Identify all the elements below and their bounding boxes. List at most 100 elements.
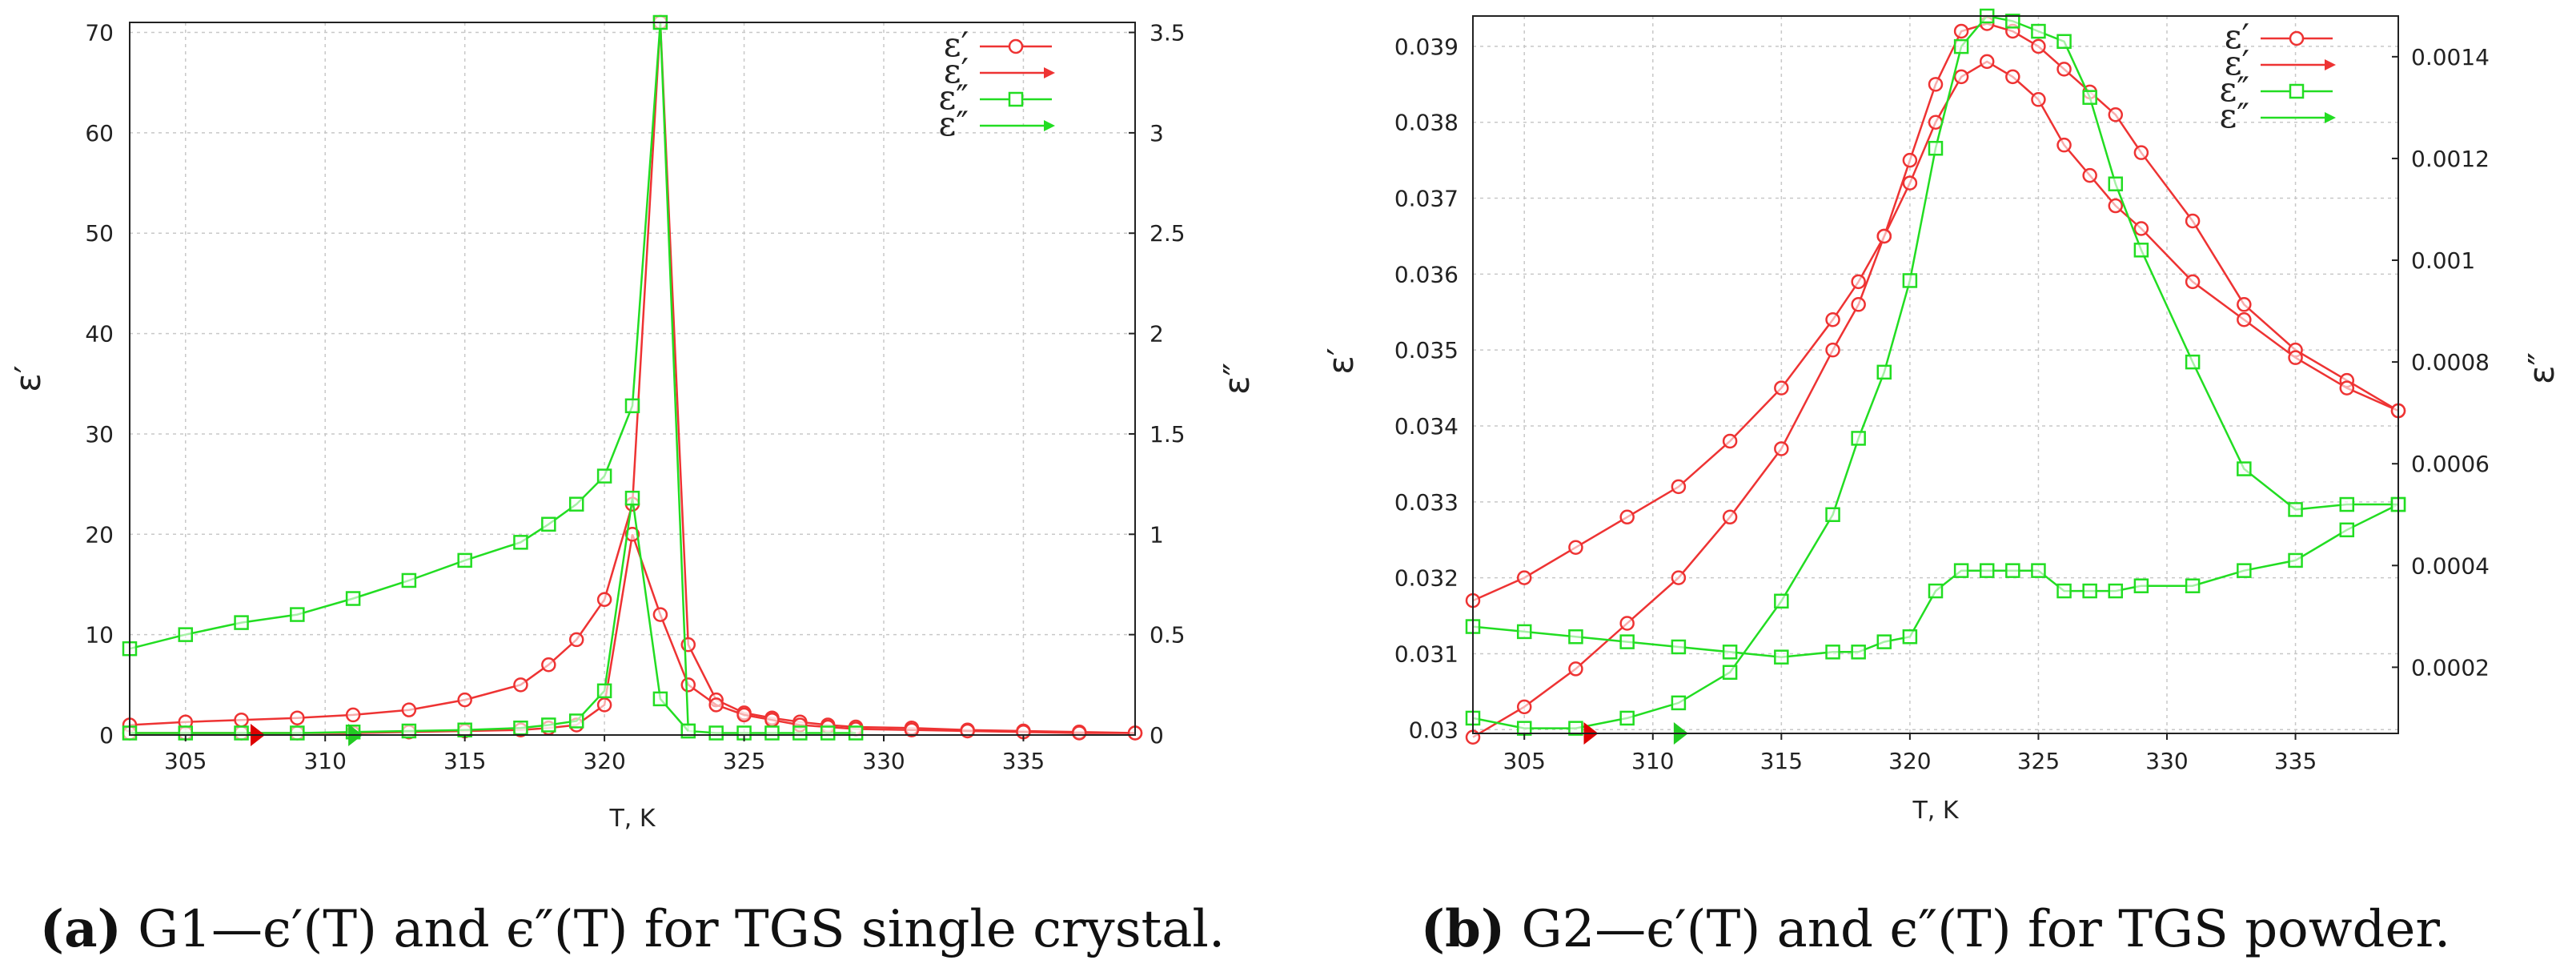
data-point xyxy=(2082,167,2097,183)
data-point xyxy=(2237,461,2252,476)
x-tick-label: 310 xyxy=(303,748,346,774)
x-tick-label: 335 xyxy=(1002,748,1045,774)
data-point xyxy=(178,627,194,642)
data-point xyxy=(2288,502,2303,517)
data-point xyxy=(1619,616,1635,631)
data-point xyxy=(568,496,584,512)
data-point xyxy=(596,683,612,699)
data-point xyxy=(1619,710,1635,726)
legend-marker xyxy=(2325,59,2336,70)
data-point xyxy=(2031,563,2046,578)
legend-label: ε″ xyxy=(2220,96,2249,135)
y-tick-label-right: 3 xyxy=(1150,120,1164,147)
y-tick-label-right: 1 xyxy=(1150,521,1164,548)
data-point xyxy=(2185,578,2201,593)
data-point xyxy=(1825,507,1840,523)
data-point xyxy=(708,697,724,713)
data-point xyxy=(596,468,612,484)
data-point xyxy=(2339,380,2355,396)
data-point xyxy=(1825,645,1840,660)
y-tick-label-left: 0 xyxy=(99,722,114,749)
data-point xyxy=(1568,540,1583,555)
y-tick-label-left: 20 xyxy=(85,521,114,548)
data-point xyxy=(764,712,780,728)
data-point xyxy=(1774,593,1789,609)
data-point xyxy=(1671,479,1687,495)
x-tick-label: 325 xyxy=(723,748,765,774)
legend: ε′ε′ε″ε″ xyxy=(2220,17,2336,135)
data-point xyxy=(652,607,668,622)
data-point xyxy=(2031,92,2046,107)
y-axis-label-left: ε′ xyxy=(8,365,49,392)
y-tick-label-right: 0 xyxy=(1150,722,1164,749)
data-point xyxy=(2108,176,2124,191)
y-tick-label-left: 0.035 xyxy=(1394,337,1459,363)
x-tick-label: 325 xyxy=(2017,748,2060,774)
legend: ε′ε′ε″ε″ xyxy=(939,25,1055,143)
data-point xyxy=(234,712,249,728)
data-point xyxy=(596,697,612,713)
y-tick-label-right: 1.5 xyxy=(1150,421,1186,448)
y-tick-label-left: 0.033 xyxy=(1394,489,1459,516)
x-tick-label: 330 xyxy=(2145,748,2188,774)
data-point xyxy=(1568,629,1583,645)
x-tick-label: 305 xyxy=(164,748,207,774)
legend-label: ε′ xyxy=(944,25,969,64)
data-point xyxy=(1851,274,1866,290)
legend-label: ε′ xyxy=(2225,43,2249,82)
data-point xyxy=(401,702,417,717)
x-tick-label: 315 xyxy=(443,748,486,774)
data-point xyxy=(513,720,528,736)
plot-frame xyxy=(1472,15,2399,734)
data-point xyxy=(1516,624,1532,640)
y-tick-label-left: 0.037 xyxy=(1394,186,1459,212)
data-point xyxy=(457,692,472,708)
data-point xyxy=(1671,695,1687,711)
data-point xyxy=(2185,213,2201,229)
legend-label: ε′ xyxy=(2225,17,2249,56)
x-axis-label: T, K xyxy=(1912,797,1959,825)
y-tick-label-right: 0.0008 xyxy=(2411,349,2490,376)
data-point xyxy=(234,725,249,741)
data-point xyxy=(624,490,640,506)
x-tick-label: 335 xyxy=(2274,748,2317,774)
y-tick-label-left: 0.034 xyxy=(1394,413,1459,440)
data-point xyxy=(541,657,556,673)
y-tick-label-left: 70 xyxy=(85,20,114,46)
data-point xyxy=(1619,634,1635,649)
data-point xyxy=(1928,77,1944,92)
data-point xyxy=(401,572,417,588)
data-point xyxy=(1071,725,1087,741)
data-point xyxy=(2185,354,2201,370)
legend-marker xyxy=(1044,120,1055,131)
data-point xyxy=(2339,522,2355,538)
data-point xyxy=(1774,441,1789,456)
legend-marker xyxy=(1008,91,1024,107)
data-point xyxy=(2133,578,2149,593)
data-point xyxy=(1928,583,1944,599)
data-point xyxy=(2133,221,2149,236)
data-point xyxy=(1979,563,1995,578)
data-point xyxy=(1619,509,1635,525)
data-point xyxy=(1722,645,1738,660)
data-point xyxy=(1516,570,1532,585)
data-point xyxy=(2133,243,2149,258)
data-point xyxy=(513,535,528,550)
data-point xyxy=(1876,228,1892,244)
data-point xyxy=(2031,38,2046,54)
data-point xyxy=(1774,380,1789,396)
data-point xyxy=(1825,312,1840,327)
legend-label: ε″ xyxy=(939,104,969,143)
y-tick-label-left: 50 xyxy=(85,220,114,247)
data-point xyxy=(2005,69,2020,85)
data-point xyxy=(1722,433,1738,449)
y-tick-label-right: 0.5 xyxy=(1150,622,1186,649)
x-tick-label: 320 xyxy=(1888,748,1931,774)
y-axis-label-right: ε″ xyxy=(2522,352,2562,384)
data-point xyxy=(792,725,808,741)
x-tick-label: 315 xyxy=(1760,748,1803,774)
data-point xyxy=(2108,198,2124,214)
data-point xyxy=(1568,661,1583,677)
data-point xyxy=(1953,69,1969,85)
data-point xyxy=(1774,649,1789,665)
